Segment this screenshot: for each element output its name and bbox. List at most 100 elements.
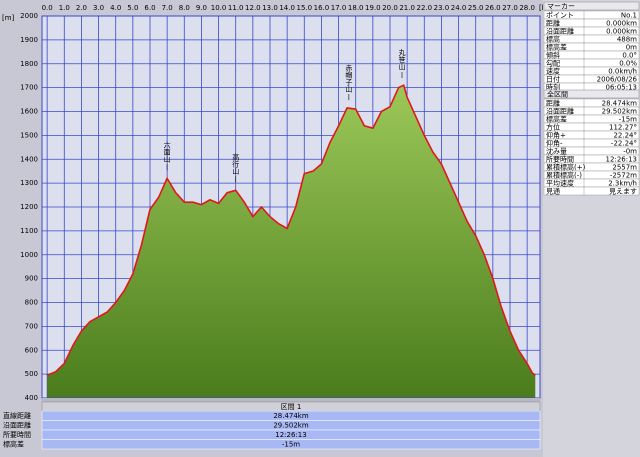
panel-value: -0m bbox=[623, 148, 637, 156]
y-tick-label: 800 bbox=[25, 299, 38, 307]
section-key: 所要時間 bbox=[3, 430, 31, 439]
x-tick-label: 15.0 bbox=[296, 4, 312, 12]
x-tick-label: 22.0 bbox=[416, 4, 432, 12]
x-tick-label: 2.0 bbox=[76, 4, 87, 12]
x-tick-label: 18.0 bbox=[348, 4, 364, 12]
panel-key: 仰角- bbox=[546, 139, 563, 148]
peak-label: 赤帽子山 bbox=[345, 64, 353, 93]
panel-key: 所要時間 bbox=[546, 155, 574, 164]
y-tick-label: 700 bbox=[25, 322, 38, 330]
panel-key: 日付 bbox=[546, 75, 560, 84]
panel-value: -2572m bbox=[610, 172, 637, 180]
panel-value: 2.3km/h bbox=[608, 180, 637, 188]
x-tick-label: 8.0 bbox=[179, 4, 190, 12]
panel-value: 見えます bbox=[609, 188, 637, 196]
y-tick-label: 600 bbox=[25, 346, 38, 354]
x-tick-label: 1.0 bbox=[59, 4, 70, 12]
y-tick-label: 1900 bbox=[20, 36, 38, 44]
y-tick-label: 1400 bbox=[20, 155, 38, 163]
y-tick-label: 1000 bbox=[20, 251, 38, 259]
y-tick-label: 1500 bbox=[20, 131, 38, 139]
peak-label: 高行山 bbox=[232, 152, 240, 175]
x-tick-label: 21.0 bbox=[399, 4, 415, 12]
section-label-cell bbox=[0, 430, 42, 440]
panel-value: 22.24° bbox=[613, 132, 637, 140]
panel-value: 0.0% bbox=[619, 60, 637, 68]
panel-key: 見通 bbox=[546, 187, 560, 196]
section-key: 標高差 bbox=[3, 440, 24, 449]
panel-key: 平均速度 bbox=[546, 179, 574, 188]
section-label-cell bbox=[0, 439, 42, 449]
y-tick-label: 1300 bbox=[20, 179, 38, 187]
panel-row bbox=[543, 186, 640, 196]
panel-key: 沿面距離 bbox=[546, 27, 574, 36]
x-tick-label: 19.0 bbox=[365, 4, 381, 12]
panel-value: 0m bbox=[626, 44, 637, 52]
y-tick-label: 1800 bbox=[20, 60, 38, 68]
panel-key: 距離 bbox=[546, 19, 560, 28]
y-tick-label: 1200 bbox=[20, 203, 38, 211]
panel-value: 2557m bbox=[612, 164, 637, 172]
x-tick-label: 3.0 bbox=[93, 4, 104, 12]
section-value: 12:26:13 bbox=[275, 431, 306, 439]
panel-value: -22.24° bbox=[611, 140, 637, 148]
panel-key: 勾配 bbox=[546, 59, 560, 68]
y-tick-label: 900 bbox=[25, 275, 38, 283]
section-value-cell bbox=[41, 439, 541, 450]
x-tick-label: 16.0 bbox=[314, 4, 330, 12]
panel-key: 標高 bbox=[546, 35, 560, 44]
panel-value: 29.502km bbox=[602, 108, 638, 116]
panel-key: 沈み量 bbox=[546, 147, 567, 156]
panel-header bbox=[543, 1, 640, 11]
panel-key: 累積標高(-) bbox=[546, 171, 582, 180]
panel-header bbox=[543, 89, 640, 99]
section-key: 沿面距離 bbox=[3, 421, 31, 430]
panel-title: マーカー bbox=[547, 3, 575, 11]
y-tick-label: 500 bbox=[25, 370, 38, 378]
section-label-cell bbox=[0, 420, 42, 430]
x-tick-label: 12.0 bbox=[245, 4, 261, 12]
x-tick-label: 27.0 bbox=[502, 4, 518, 12]
panel-value: 12:26:13 bbox=[606, 156, 637, 164]
panel-key: 方位 bbox=[546, 123, 560, 132]
panel-key: 沿面距離 bbox=[546, 107, 574, 116]
x-tick-label: 4.0 bbox=[110, 4, 121, 12]
scroll-strip bbox=[42, 398, 540, 402]
x-tick-label: 7.0 bbox=[162, 4, 173, 12]
panel-value: 2006/08/26 bbox=[597, 76, 638, 84]
x-tick-label: 13.0 bbox=[262, 4, 278, 12]
x-tick-label: 28.0 bbox=[519, 4, 535, 12]
peak-label: 六面山 bbox=[163, 141, 171, 164]
x-tick-label: 5.0 bbox=[127, 4, 138, 12]
panel-key: 時刻 bbox=[546, 83, 560, 92]
panel-key: 標高差 bbox=[546, 43, 567, 52]
x-tick-label: 20.0 bbox=[382, 4, 398, 12]
y-tick-label: 1100 bbox=[20, 227, 38, 235]
y-tick-label: 1700 bbox=[20, 84, 38, 92]
section-value: 28.474km bbox=[273, 412, 309, 420]
panel-key: 距離 bbox=[546, 99, 560, 108]
panel-title: 全区間 bbox=[547, 90, 568, 99]
panel-value: 28.474km bbox=[602, 100, 638, 108]
x-tick-label: 14.0 bbox=[279, 4, 295, 12]
panel-value: No.1 bbox=[621, 12, 637, 20]
x-tick-label: 25.0 bbox=[468, 4, 484, 12]
panel-value: 06:05:13 bbox=[606, 84, 637, 92]
section-title: 区間 1 bbox=[281, 403, 302, 411]
x-tick-label: 9.0 bbox=[196, 4, 207, 12]
panel-key: 傾斜 bbox=[546, 51, 560, 60]
panel-value: -15m bbox=[619, 116, 637, 124]
section-label-cell bbox=[0, 411, 42, 421]
peak-label: 丸笹山 bbox=[398, 48, 406, 71]
panel-value: 0.000km bbox=[606, 28, 637, 36]
panel-key: 速度 bbox=[546, 67, 560, 76]
panel-value: 0.0km/h bbox=[608, 68, 637, 76]
panel-key: 標高差 bbox=[546, 115, 567, 124]
y-unit: [m] bbox=[2, 14, 15, 22]
panel-key: 累積標高(+) bbox=[546, 163, 586, 172]
panel-key: ポイント bbox=[546, 12, 574, 20]
panel-key: 仰角+ bbox=[546, 131, 566, 140]
panel-value: 488m bbox=[617, 36, 637, 44]
